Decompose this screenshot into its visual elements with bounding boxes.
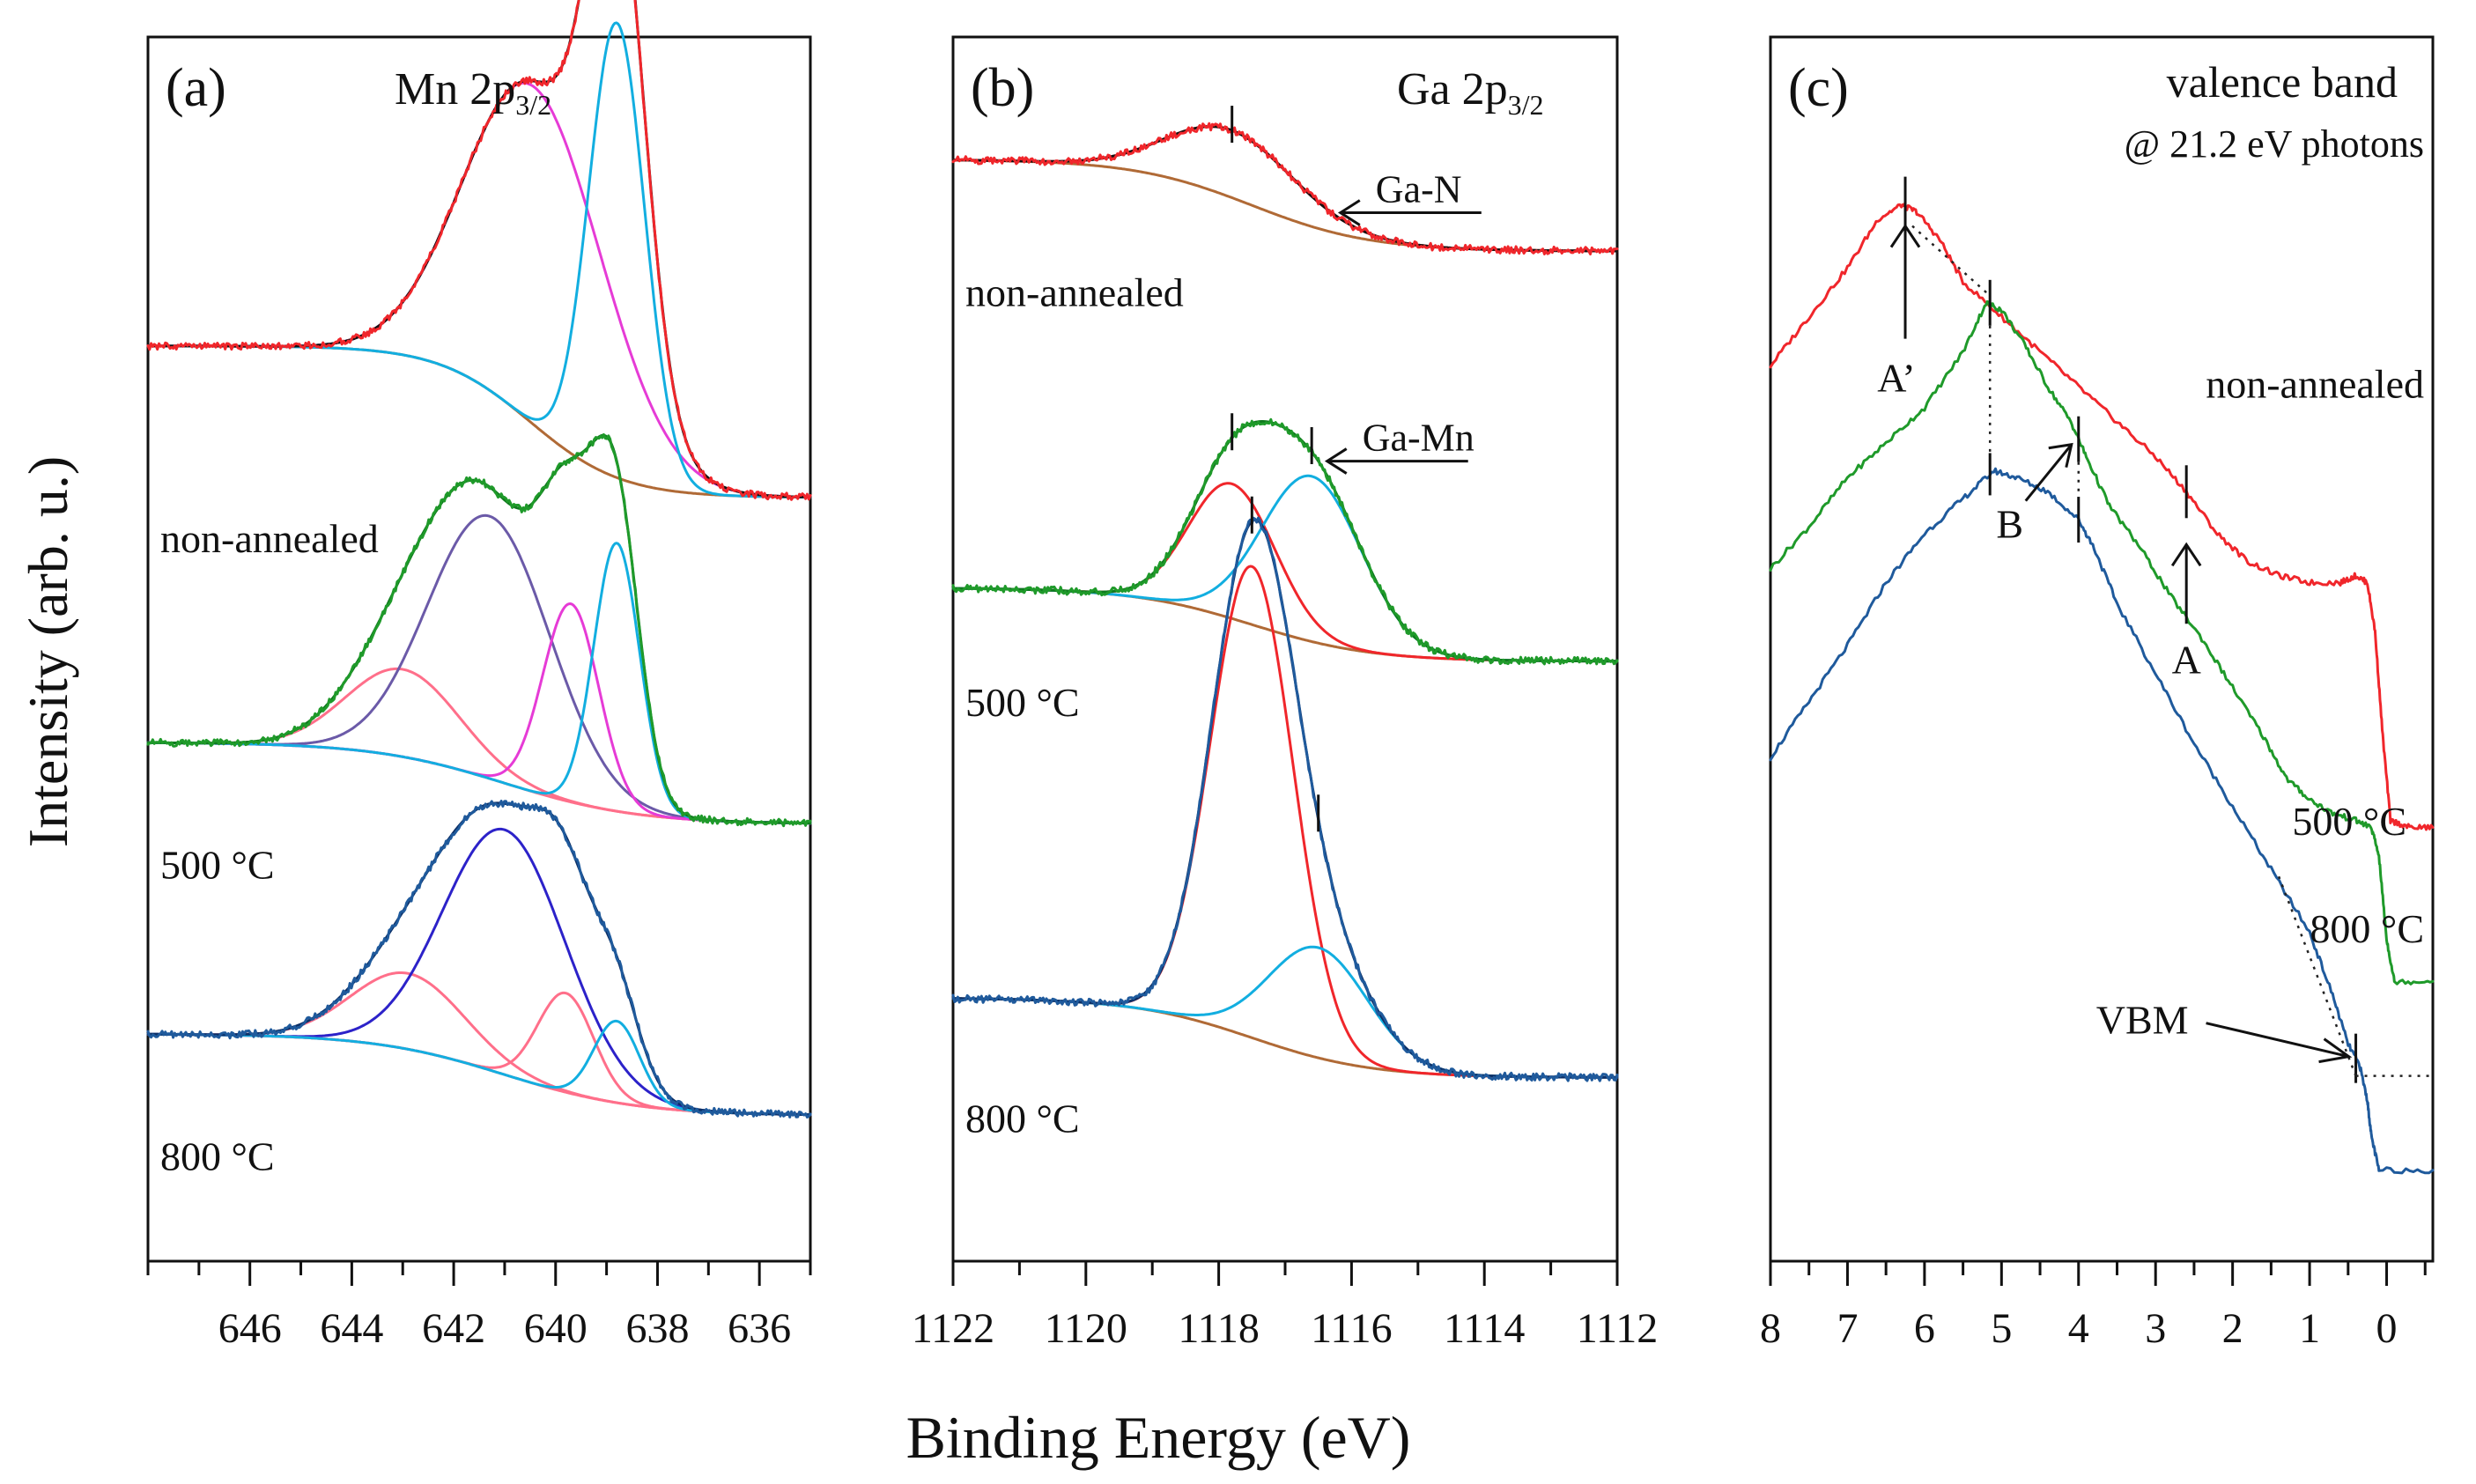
x-tick-label: 8 [1760,1305,1781,1352]
x-tick-label: 0 [2376,1305,2398,1352]
component-ga-n [951,125,1619,253]
vb-spectrum-2 [1769,467,2435,1175]
plot-frame-a [146,35,812,1263]
panel-title: Ga 2p3/2 [1397,64,1544,121]
panel-subtitle: @ 21.2 eV photons [2125,122,2424,166]
x-tick-label: 642 [422,1305,485,1352]
x-tick-label: 644 [320,1305,383,1352]
background-curve [951,997,1619,1079]
x-tick-label: 3 [2145,1305,2166,1352]
stack-label: non-annealed [965,269,1184,314]
series-label-500: 500 °C [2292,799,2406,844]
stack-label: 500 °C [965,680,1080,725]
fit-envelope [951,518,1619,1079]
component-peak-1 [146,81,812,498]
x-tick-label: 1114 [1444,1305,1525,1352]
panel-title: valence band [2167,57,2398,107]
feature-label-b: B [1996,502,2023,547]
guide-dotted [2277,875,2357,1077]
component-peak-1 [146,667,812,825]
background-curve [146,344,812,498]
x-tick-label: 638 [625,1305,689,1352]
arrow-head [2048,442,2073,469]
stack-label: 800 °C [965,1096,1080,1141]
arrow-head [2170,542,2202,567]
measured-spectrum [951,122,1619,255]
feature-label-a-prime: A’ [1877,356,1915,401]
component-peak-3 [146,602,812,825]
panel-a: 646 644 642 640 638 636 non-annealed 500 °C 800 … [146,0,812,1352]
x-tick-label: 636 [728,1305,791,1352]
panel-label: (b) [971,58,1034,118]
component-peak-3 [146,991,812,1117]
fit-envelope [951,125,1619,253]
x-tick-label: 1120 [1045,1305,1127,1352]
x-tick-label: 1112 [1577,1305,1658,1352]
panel-label: (a) [166,58,226,118]
component-ga-mn [951,945,1619,1079]
x-tick-label: 7 [1837,1305,1858,1352]
y-axis-label: Intensity (arb. u.) [17,456,79,847]
annotation-ga-n: Ga-N [1376,168,1462,211]
arrow-head [2318,1037,2353,1064]
measured-spectrum [146,0,812,501]
background-curve [146,1032,812,1117]
panel-c: 8 7 6 5 4 3 2 1 0 non-annealed 500 °C 800 °C A’ B A VBM… [1760,35,2435,1352]
x-tick-label: 646 [218,1305,282,1352]
component-peak-2 [146,513,812,825]
panel-title: Mn 2p3/2 [395,64,551,121]
measured-spectrum [146,432,812,828]
arrow-head [1324,447,1348,475]
series-label-non-annealed: non-annealed [2206,362,2424,407]
vb-spectrum-1 [1769,299,2435,986]
arrow-shaft [2024,443,2073,502]
measured-spectrum [146,800,812,1119]
feature-label-vbm: VBM [2096,998,2189,1043]
background-curve [146,741,812,825]
panel-label: (c) [1788,58,1849,118]
stack-label: 800 °C [160,1134,275,1179]
x-axis-label: Binding Energy (eV) [906,1404,1411,1471]
arrow-head [1337,199,1361,226]
panel-b: 1122 1120 1118 1116 1114 1112 non-annealed 500 … [912,35,1658,1352]
vb-spectrum-0 [1769,202,2435,831]
stack-label: 500 °C [160,843,275,888]
plot-frame-c [1769,35,2435,1263]
x-tick-label: 2 [2222,1305,2243,1352]
series-label-800: 800 °C [2310,906,2424,951]
measured-spectrum [951,417,1619,666]
background-curve [951,159,1619,253]
x-tick-label: 1118 [1178,1305,1259,1352]
x-tick-label: 1122 [912,1305,994,1352]
x-tick-label: 5 [1991,1305,2012,1352]
arrow-shaft [2206,1022,2349,1059]
x-tick-label: 640 [524,1305,588,1352]
arrow-head [1889,223,1921,248]
feature-label-a: A [2172,637,2201,682]
stack-label: non-annealed [160,516,379,561]
x-tick-label: 4 [2068,1305,2089,1352]
x-tick-label: 1 [2299,1305,2320,1352]
measured-spectrum [951,516,1619,1082]
x-tick-label: 1116 [1311,1305,1392,1352]
component-peak-4 [146,542,812,825]
component-peak-1 [146,971,812,1117]
annotation-ga-mn: Ga-Mn [1363,417,1475,460]
x-tick-label: 6 [1914,1305,1935,1352]
